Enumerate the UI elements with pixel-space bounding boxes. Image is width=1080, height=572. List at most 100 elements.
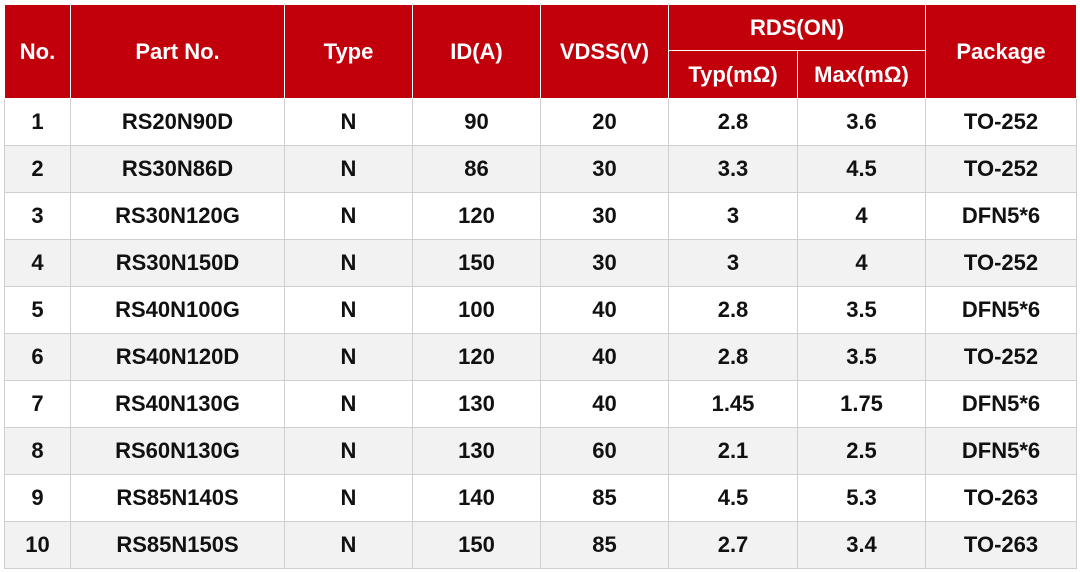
table-cell: 2.8 bbox=[668, 98, 798, 146]
table-cell: TO-252 bbox=[925, 145, 1078, 193]
table-cell: DFN5*6 bbox=[925, 286, 1078, 334]
table-cell: DFN5*6 bbox=[925, 427, 1078, 475]
table-cell: 1 bbox=[4, 98, 71, 146]
table-cell: 2 bbox=[4, 145, 71, 193]
table-cell: 20 bbox=[540, 98, 669, 146]
table-cell: 130 bbox=[412, 427, 541, 475]
table-cell: 7 bbox=[4, 380, 71, 428]
table-cell: N bbox=[284, 427, 413, 475]
table-cell: 3 bbox=[668, 192, 798, 240]
table-cell: 3 bbox=[4, 192, 71, 240]
table-cell: 150 bbox=[412, 521, 541, 569]
table-cell: N bbox=[284, 192, 413, 240]
table-row: 10 RS85N150S N 150 85 2.7 3.4 TO-263 bbox=[4, 521, 1078, 569]
table-cell: 3 bbox=[668, 239, 798, 287]
header-cell: VDSS(V) bbox=[540, 4, 669, 99]
header-cell: Package bbox=[925, 4, 1078, 99]
table-cell: N bbox=[284, 380, 413, 428]
table-row: 2 RS30N86D N 86 30 3.3 4.5 TO-252 bbox=[4, 145, 1078, 193]
table-cell: 90 bbox=[412, 98, 541, 146]
header-row: Typ(mΩ) Max(mΩ) bbox=[5, 50, 1077, 99]
table-cell: 1.45 bbox=[668, 380, 798, 428]
table-cell: 5.3 bbox=[796, 474, 927, 522]
table-row: 4 RS30N150D N 150 30 3 4 TO-252 bbox=[4, 239, 1078, 287]
table-cell: N bbox=[284, 286, 413, 334]
table-header: No. Part No. Type ID(A) VDSS(V) RDS(ON) … bbox=[4, 4, 1078, 99]
table-cell: N bbox=[284, 521, 413, 569]
table-cell: 1.75 bbox=[796, 380, 927, 428]
table-row: 9 RS85N140S N 140 85 4.5 5.3 TO-263 bbox=[4, 474, 1078, 522]
table-cell: DFN5*6 bbox=[925, 192, 1078, 240]
table-cell: RS30N150D bbox=[70, 239, 285, 287]
table-cell: 2.1 bbox=[668, 427, 798, 475]
table-cell: 9 bbox=[4, 474, 71, 522]
header-cell: ID(A) bbox=[412, 4, 541, 99]
table-cell: 4.5 bbox=[796, 145, 927, 193]
table-row: 7 RS40N130G N 130 40 1.45 1.75 DFN5*6 bbox=[4, 380, 1078, 428]
table-cell: RS30N86D bbox=[70, 145, 285, 193]
table-cell: 10 bbox=[4, 521, 71, 569]
table-row: 6 RS40N120D N 120 40 2.8 3.5 TO-252 bbox=[4, 333, 1078, 381]
table-cell: N bbox=[284, 98, 413, 146]
table-cell: TO-263 bbox=[925, 521, 1078, 569]
table-cell: 150 bbox=[412, 239, 541, 287]
table-cell: 3.5 bbox=[796, 333, 927, 381]
header-cell: Max(mΩ) bbox=[796, 50, 927, 99]
table-cell: 40 bbox=[540, 380, 669, 428]
table-cell: RS20N90D bbox=[70, 98, 285, 146]
table-cell: N bbox=[284, 239, 413, 287]
table-row: 3 RS30N120G N 120 30 3 4 DFN5*6 bbox=[4, 192, 1078, 240]
table-cell: 2.7 bbox=[668, 521, 798, 569]
header-cell: No. bbox=[4, 4, 71, 99]
header-cell: Typ(mΩ) bbox=[668, 50, 798, 99]
table-cell: 2.8 bbox=[668, 286, 798, 334]
table-body: 1 RS20N90D N 90 20 2.8 3.6 TO-252 2 RS30N86D N 86 30… bbox=[4, 98, 1078, 569]
table-cell: RS85N140S bbox=[70, 474, 285, 522]
table-cell: N bbox=[284, 145, 413, 193]
table-cell: 30 bbox=[540, 192, 669, 240]
header-cell: Type bbox=[284, 4, 413, 99]
table-cell: RS40N120D bbox=[70, 333, 285, 381]
table-cell: 120 bbox=[412, 192, 541, 240]
header-cell: Part No. bbox=[70, 4, 285, 99]
table-cell: 40 bbox=[540, 286, 669, 334]
table-cell: 4 bbox=[4, 239, 71, 287]
table-cell: 120 bbox=[412, 333, 541, 381]
table-cell: 3.3 bbox=[668, 145, 798, 193]
table-row: 1 RS20N90D N 90 20 2.8 3.6 TO-252 bbox=[4, 98, 1078, 146]
table-cell: 30 bbox=[540, 239, 669, 287]
table-cell: 3.5 bbox=[796, 286, 927, 334]
table-cell: 100 bbox=[412, 286, 541, 334]
table-cell: 130 bbox=[412, 380, 541, 428]
table-row: 5 RS40N100G N 100 40 2.8 3.5 DFN5*6 bbox=[4, 286, 1078, 334]
table-cell: 4 bbox=[796, 192, 927, 240]
table-cell: 2.5 bbox=[796, 427, 927, 475]
spec-table: No. Part No. Type ID(A) VDSS(V) RDS(ON) … bbox=[4, 4, 1078, 569]
table-cell: 8 bbox=[4, 427, 71, 475]
header-cell: RDS(ON) bbox=[667, 4, 927, 51]
table-cell: 60 bbox=[540, 427, 669, 475]
table-cell: TO-263 bbox=[925, 474, 1078, 522]
table-cell: N bbox=[284, 333, 413, 381]
table-cell: 4.5 bbox=[668, 474, 798, 522]
table-cell: RS40N130G bbox=[70, 380, 285, 428]
table-cell: TO-252 bbox=[925, 98, 1078, 146]
table-cell: 5 bbox=[4, 286, 71, 334]
table-cell: RS60N130G bbox=[70, 427, 285, 475]
table-cell: 40 bbox=[540, 333, 669, 381]
table-cell: 4 bbox=[796, 239, 927, 287]
table-cell: 30 bbox=[540, 145, 669, 193]
table-cell: RS85N150S bbox=[70, 521, 285, 569]
table-row: 8 RS60N130G N 130 60 2.1 2.5 DFN5*6 bbox=[4, 427, 1078, 475]
table-cell: N bbox=[284, 474, 413, 522]
table-cell: 3.4 bbox=[796, 521, 927, 569]
table-cell: 85 bbox=[540, 521, 669, 569]
table-cell: 2.8 bbox=[668, 333, 798, 381]
table-cell: 86 bbox=[412, 145, 541, 193]
table-cell: TO-252 bbox=[925, 239, 1078, 287]
table-cell: 140 bbox=[412, 474, 541, 522]
table-cell: DFN5*6 bbox=[925, 380, 1078, 428]
table-cell: 6 bbox=[4, 333, 71, 381]
table-cell: 3.6 bbox=[796, 98, 927, 146]
